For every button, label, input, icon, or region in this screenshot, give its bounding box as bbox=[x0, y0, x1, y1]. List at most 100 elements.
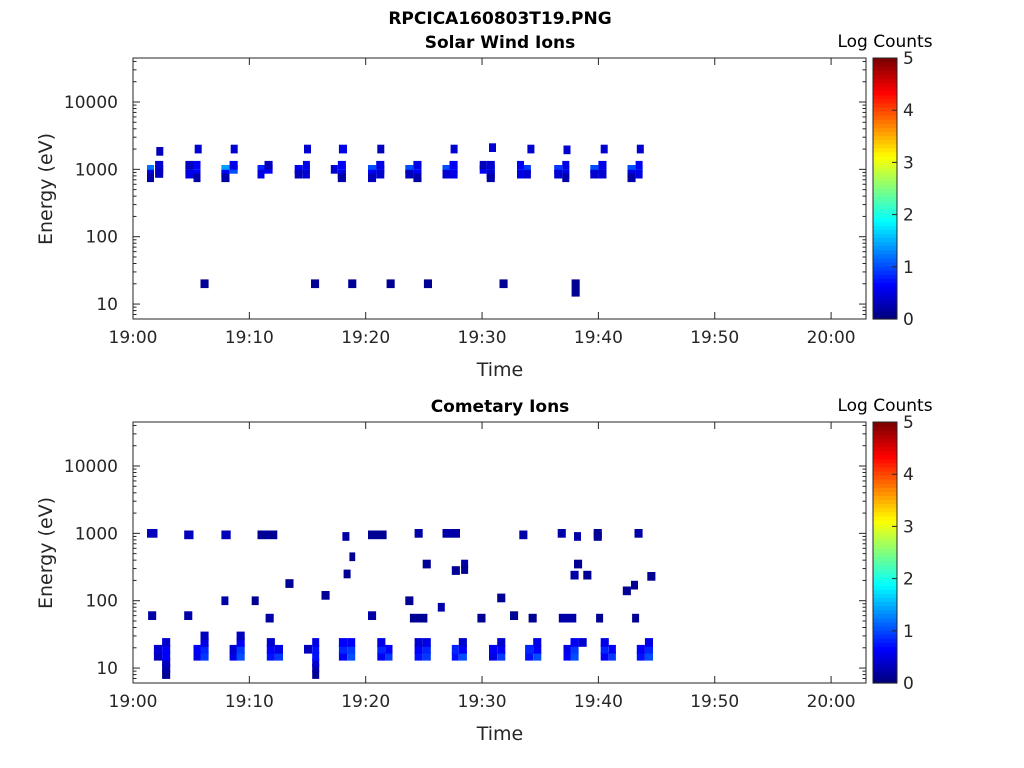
colorbar-segment bbox=[873, 650, 897, 656]
data-cell bbox=[632, 613, 640, 623]
data-cell bbox=[162, 651, 171, 661]
colorbar-segment bbox=[873, 662, 897, 668]
colorbar-segment bbox=[873, 678, 897, 684]
x-tick-label: 19:10 bbox=[225, 328, 274, 348]
data-cell bbox=[451, 566, 460, 575]
data-cell bbox=[304, 144, 311, 154]
data-cell bbox=[413, 173, 422, 183]
data-cell bbox=[533, 644, 542, 654]
data-cell bbox=[423, 279, 432, 289]
colorbar-segment bbox=[873, 86, 897, 92]
colorbar-label: Log Counts bbox=[837, 32, 932, 52]
colorbar-segment bbox=[873, 237, 897, 243]
data-cell bbox=[458, 638, 467, 647]
data-cell bbox=[636, 144, 644, 154]
data-cell bbox=[409, 613, 428, 623]
x-axis-label: Time bbox=[476, 723, 524, 745]
data-cell bbox=[193, 644, 201, 654]
colorbar-segment bbox=[873, 674, 897, 680]
data-cell bbox=[627, 173, 636, 183]
colorbar-segment bbox=[873, 552, 897, 558]
data-cell bbox=[600, 144, 608, 154]
colorbar-frame bbox=[872, 421, 898, 684]
colorbar-segment bbox=[873, 265, 897, 271]
data-cell bbox=[185, 169, 194, 179]
colorbar-segment bbox=[873, 274, 897, 279]
data-cell bbox=[264, 160, 273, 170]
colorbar-segment bbox=[873, 82, 897, 88]
colorbar-segment bbox=[873, 249, 897, 255]
plot-frame bbox=[132, 57, 867, 320]
data-cell bbox=[385, 651, 393, 661]
colorbar-segment bbox=[873, 180, 897, 186]
chart-title-cometary-ions: Cometary Ions bbox=[431, 397, 570, 417]
data-cell bbox=[451, 644, 459, 654]
colorbar-tick-label: 5 bbox=[903, 413, 914, 433]
colorbar-segment bbox=[873, 127, 897, 133]
colorbar-segment bbox=[873, 560, 897, 566]
colorbar-segment bbox=[873, 310, 897, 316]
y-tick-label: 10 bbox=[96, 295, 118, 315]
data-cell bbox=[155, 160, 164, 170]
colorbar-segment bbox=[873, 94, 897, 100]
data-cell bbox=[311, 279, 320, 289]
colorbar-segment bbox=[873, 261, 897, 267]
data-cell bbox=[596, 613, 604, 623]
colorbar-segment bbox=[873, 442, 897, 448]
data-cell bbox=[477, 613, 486, 623]
data-cell bbox=[571, 279, 580, 289]
colorbar-segment bbox=[873, 589, 897, 594]
x-tick-label: 19:40 bbox=[574, 692, 623, 712]
data-cell bbox=[274, 651, 283, 661]
data-cell bbox=[563, 651, 571, 661]
colorbar-segment bbox=[873, 192, 897, 198]
colorbar-segment bbox=[873, 257, 897, 263]
colorbar-segment bbox=[873, 634, 897, 639]
colorbar-segment bbox=[873, 131, 897, 137]
data-cell bbox=[200, 631, 209, 641]
colorbar-segment bbox=[873, 434, 897, 439]
data-cell bbox=[338, 144, 347, 154]
colorbar-segment bbox=[873, 196, 897, 202]
colorbar-segment bbox=[873, 507, 897, 513]
data-cell bbox=[635, 160, 643, 170]
data-cell bbox=[200, 638, 209, 647]
colorbar-segment bbox=[873, 111, 897, 116]
data-cell bbox=[525, 651, 534, 661]
data-cell bbox=[451, 651, 459, 661]
colorbar-segment bbox=[873, 151, 897, 157]
data-cell bbox=[221, 165, 230, 174]
data-cell bbox=[236, 631, 245, 641]
colorbar-segment bbox=[873, 212, 897, 218]
data-cell bbox=[486, 160, 495, 170]
data-cell bbox=[368, 611, 377, 620]
colorbar-segment bbox=[873, 601, 897, 607]
data-cell bbox=[377, 638, 386, 647]
x-axis-label: Time bbox=[476, 359, 524, 381]
colorbar-segment bbox=[873, 135, 897, 141]
colorbar-segment bbox=[873, 564, 897, 570]
colorbar-segment bbox=[873, 515, 897, 521]
colorbar-segment bbox=[873, 225, 897, 230]
data-cell bbox=[461, 565, 469, 574]
data-cell bbox=[376, 160, 385, 170]
colorbar-segment bbox=[873, 188, 897, 194]
data-cell bbox=[155, 169, 164, 178]
colorbar-segment bbox=[873, 462, 897, 468]
colorbar-segment bbox=[873, 532, 897, 537]
colorbar-segment bbox=[873, 200, 897, 206]
data-cell bbox=[570, 638, 579, 647]
data-cell bbox=[497, 644, 506, 654]
data-cell bbox=[442, 529, 460, 538]
data-cell bbox=[489, 143, 496, 152]
y-axis-label: Energy (eV) bbox=[35, 497, 57, 609]
colorbar-tick-label: 3 bbox=[903, 153, 914, 173]
colorbar-segment bbox=[873, 298, 897, 304]
colorbar-segment bbox=[873, 536, 897, 541]
colorbar-tick-label: 4 bbox=[903, 101, 914, 121]
data-cell bbox=[571, 287, 580, 297]
colorbar-segment bbox=[873, 491, 897, 497]
data-cell bbox=[497, 593, 506, 603]
colorbar-segment bbox=[873, 487, 897, 492]
